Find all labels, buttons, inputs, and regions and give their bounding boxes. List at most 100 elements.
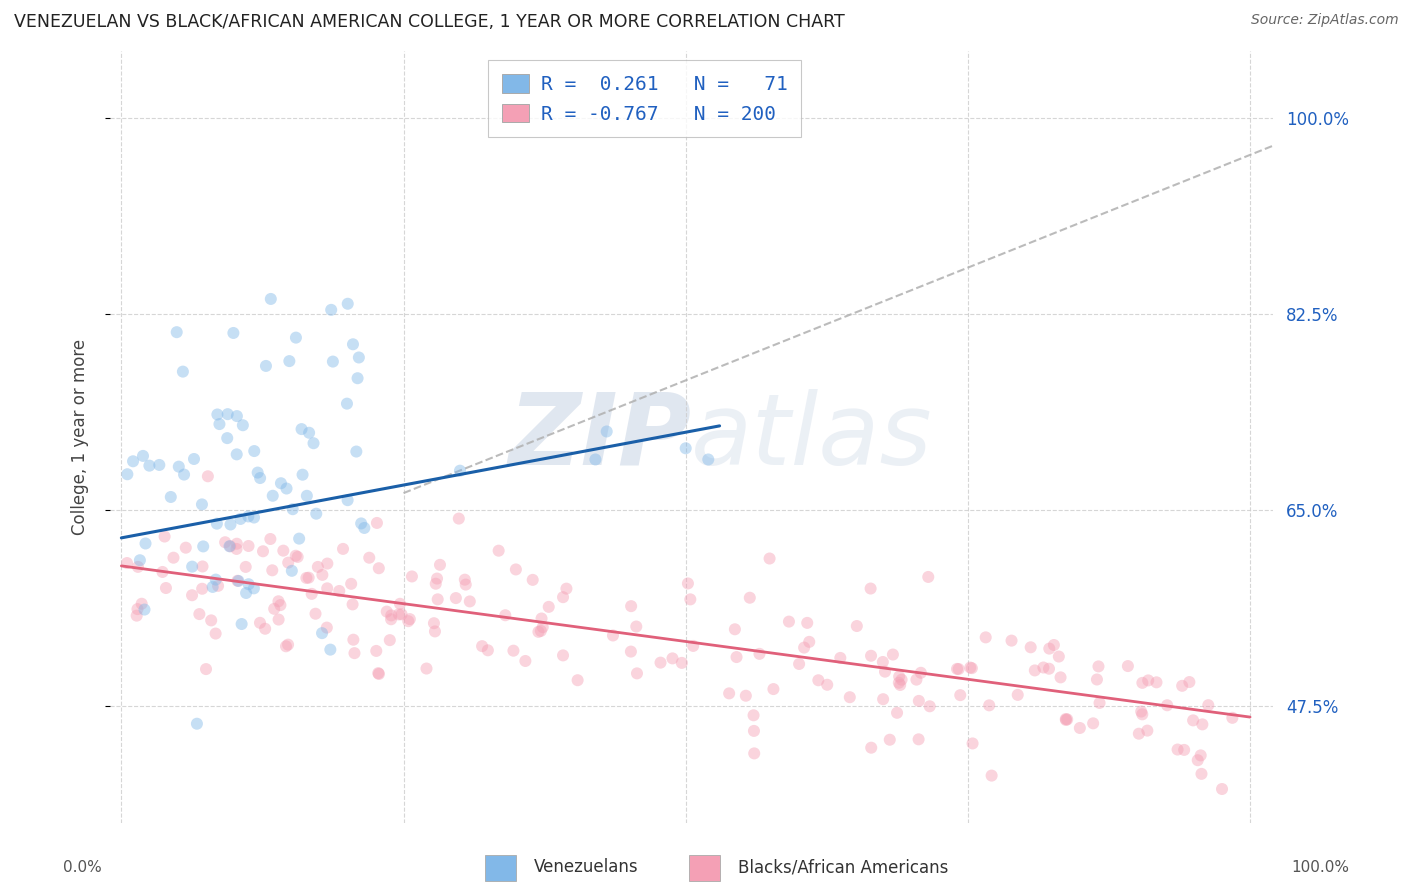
Point: [225, 541, 247, 556]
Point: [1088, 696, 1111, 710]
Point: [661, 651, 683, 665]
Point: [262, 489, 284, 503]
Point: [290, 422, 312, 436]
Point: [321, 302, 343, 317]
Point: [347, 351, 370, 365]
Text: Source: ZipAtlas.com: Source: ZipAtlas.com: [1251, 13, 1399, 28]
Point: [530, 624, 553, 638]
Point: [679, 592, 702, 607]
Point: [232, 418, 254, 433]
Point: [295, 489, 318, 503]
Point: [193, 540, 215, 554]
Point: [183, 452, 205, 467]
Point: [249, 471, 271, 485]
Point: [1054, 712, 1077, 726]
Point: [697, 452, 720, 467]
Point: [1146, 675, 1168, 690]
Point: [502, 643, 524, 657]
Point: [1167, 742, 1189, 756]
Point: [960, 661, 983, 675]
Point: [380, 608, 402, 623]
Point: [243, 510, 266, 524]
Point: [254, 359, 277, 373]
Point: [551, 648, 574, 663]
Point: [515, 654, 537, 668]
Point: [148, 458, 170, 472]
Point: [238, 509, 260, 524]
Point: [505, 562, 527, 576]
Point: [1222, 711, 1244, 725]
Point: [748, 647, 770, 661]
Point: [1187, 753, 1209, 767]
Point: [396, 614, 419, 628]
Text: Blacks/African Americans: Blacks/African Americans: [738, 858, 949, 876]
Point: [262, 563, 284, 577]
Point: [1197, 698, 1219, 713]
Point: [1132, 676, 1154, 690]
Point: [1024, 664, 1046, 678]
Point: [458, 594, 481, 608]
Point: [302, 436, 325, 450]
Point: [201, 580, 224, 594]
Point: [127, 602, 149, 616]
Point: [301, 587, 323, 601]
Point: [316, 582, 339, 596]
Point: [367, 667, 389, 681]
Point: [204, 626, 226, 640]
Text: Venezuelans: Venezuelans: [534, 858, 638, 876]
Point: [214, 535, 236, 549]
Point: [488, 543, 510, 558]
Point: [225, 537, 247, 551]
Point: [626, 619, 648, 633]
Point: [879, 732, 901, 747]
Point: [197, 469, 219, 483]
Point: [454, 577, 477, 591]
Point: [332, 541, 354, 556]
Point: [429, 558, 451, 572]
Point: [173, 467, 195, 482]
Point: [117, 467, 139, 482]
Point: [366, 516, 388, 530]
Point: [838, 690, 860, 705]
Point: [872, 655, 894, 669]
Point: [1069, 721, 1091, 735]
Point: [1156, 698, 1178, 713]
Point: [350, 516, 373, 531]
Point: [401, 569, 423, 583]
Point: [135, 536, 157, 550]
Point: [426, 572, 449, 586]
Point: [454, 573, 477, 587]
Point: [426, 592, 449, 607]
Point: [344, 444, 367, 458]
Point: [342, 598, 364, 612]
Point: [319, 642, 342, 657]
Point: [398, 612, 420, 626]
Point: [388, 597, 411, 611]
Point: [1116, 659, 1139, 673]
Point: [948, 662, 970, 676]
Point: [276, 482, 298, 496]
Point: [380, 612, 402, 626]
Point: [191, 559, 214, 574]
Point: [758, 551, 780, 566]
Point: [343, 646, 366, 660]
Point: [650, 656, 672, 670]
Point: [298, 571, 321, 585]
Point: [425, 576, 447, 591]
Point: [845, 619, 868, 633]
Point: [1054, 713, 1077, 727]
Point: [152, 565, 174, 579]
Point: [1130, 705, 1153, 719]
Point: [979, 698, 1001, 713]
Point: [1189, 748, 1212, 763]
Point: [596, 425, 619, 439]
Point: [205, 516, 228, 531]
Point: [132, 449, 155, 463]
Point: [873, 665, 896, 679]
Point: [949, 688, 972, 702]
Point: [359, 550, 381, 565]
Point: [602, 628, 624, 642]
Point: [449, 464, 471, 478]
Point: [1171, 679, 1194, 693]
Point: [322, 354, 344, 368]
